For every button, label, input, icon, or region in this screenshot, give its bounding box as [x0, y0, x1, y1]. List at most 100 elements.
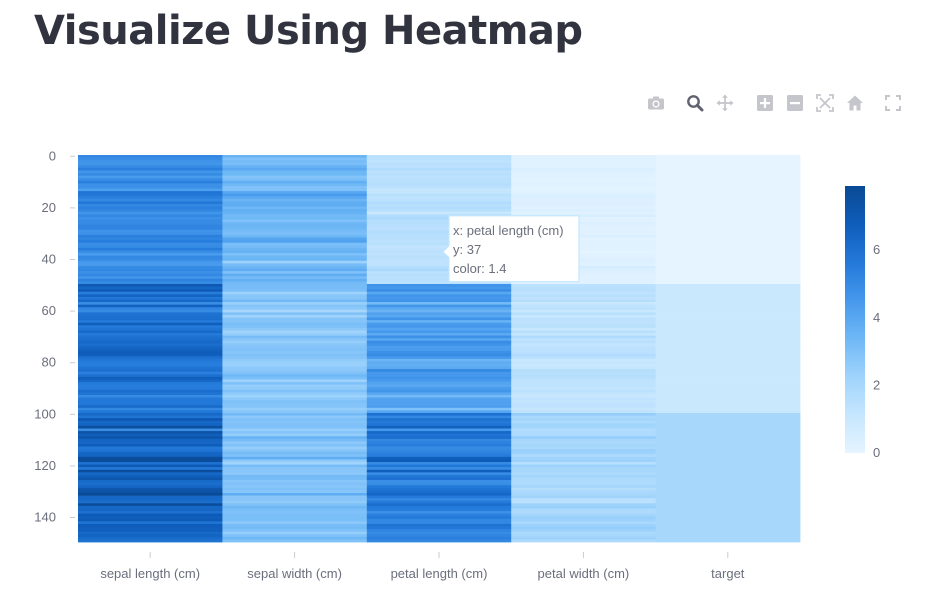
- heatmap-cell[interactable]: [511, 397, 656, 401]
- heatmap-cell[interactable]: [366, 175, 512, 179]
- heatmap-cell[interactable]: [655, 500, 801, 504]
- heatmap-cell[interactable]: [366, 314, 512, 318]
- heatmap-cell[interactable]: [511, 392, 656, 396]
- heatmap-cell[interactable]: [511, 361, 656, 365]
- heatmap-cell[interactable]: [78, 304, 223, 308]
- heatmap-cell[interactable]: [511, 534, 656, 538]
- heatmap-cell[interactable]: [366, 539, 512, 543]
- heatmap-cell[interactable]: [366, 353, 512, 357]
- heatmap-cell[interactable]: [78, 534, 223, 538]
- heatmap-cell[interactable]: [511, 286, 656, 290]
- heatmap-cell[interactable]: [655, 309, 801, 313]
- heatmap-cell[interactable]: [655, 157, 801, 161]
- heatmap-cell[interactable]: [78, 155, 223, 158]
- heatmap-cell[interactable]: [78, 454, 223, 458]
- heatmap-cell[interactable]: [78, 276, 223, 280]
- heatmap-cell[interactable]: [222, 271, 368, 275]
- heatmap-cell[interactable]: [511, 320, 656, 324]
- heatmap-cell[interactable]: [366, 196, 512, 200]
- zoom-in-button[interactable]: [753, 90, 777, 116]
- heatmap-cell[interactable]: [222, 291, 368, 295]
- heatmap-cell[interactable]: [511, 387, 656, 391]
- heatmap-cell[interactable]: [222, 314, 368, 318]
- heatmap-cell[interactable]: [366, 234, 512, 238]
- heatmap-cell[interactable]: [511, 253, 656, 257]
- heatmap-cell[interactable]: [366, 500, 512, 504]
- heatmap-cell[interactable]: [511, 219, 656, 223]
- heatmap-cell[interactable]: [78, 191, 223, 195]
- heatmap-cell[interactable]: [366, 459, 512, 463]
- heatmap-cell[interactable]: [222, 198, 368, 202]
- heatmap-cell[interactable]: [511, 529, 656, 533]
- heatmap-cell[interactable]: [366, 260, 512, 264]
- heatmap-cell[interactable]: [222, 358, 368, 362]
- heatmap-cell[interactable]: [366, 523, 512, 527]
- heatmap-cell[interactable]: [511, 234, 656, 238]
- heatmap-cell[interactable]: [511, 229, 656, 233]
- heatmap-cell[interactable]: [655, 240, 801, 244]
- heatmap-cell[interactable]: [511, 376, 656, 380]
- heatmap-cell[interactable]: [366, 320, 512, 324]
- heatmap-cell[interactable]: [222, 175, 368, 179]
- heatmap-cell[interactable]: [655, 523, 801, 527]
- heatmap-cell[interactable]: [511, 348, 656, 352]
- heatmap-cell[interactable]: [655, 371, 801, 375]
- heatmap-cell[interactable]: [511, 353, 656, 357]
- heatmap-cell[interactable]: [366, 371, 512, 375]
- heatmap-cell[interactable]: [366, 160, 512, 164]
- heatmap-cell[interactable]: [222, 219, 368, 223]
- heatmap-cell[interactable]: [366, 454, 512, 458]
- heatmap-cell[interactable]: [655, 433, 801, 437]
- heatmap-cell[interactable]: [78, 178, 223, 182]
- heatmap-cell[interactable]: [366, 333, 512, 336]
- heatmap-cell[interactable]: [655, 446, 801, 450]
- heatmap-cell[interactable]: [78, 160, 223, 164]
- heatmap-cell[interactable]: [366, 508, 512, 512]
- heatmap-cell[interactable]: [511, 188, 656, 192]
- heatmap-cell[interactable]: [78, 173, 223, 177]
- heatmap-cell[interactable]: [655, 224, 801, 228]
- heatmap-cell[interactable]: [78, 219, 223, 223]
- heatmap-cell[interactable]: [655, 513, 801, 517]
- heatmap-cell[interactable]: [222, 492, 368, 496]
- heatmap-cell[interactable]: [655, 160, 801, 164]
- heatmap-cell[interactable]: [366, 487, 512, 491]
- heatmap-cell[interactable]: [366, 232, 512, 236]
- heatmap-cell[interactable]: [78, 451, 223, 455]
- heatmap-cell[interactable]: [366, 423, 512, 427]
- heatmap-cell[interactable]: [511, 490, 656, 494]
- heatmap-cell[interactable]: [366, 534, 512, 538]
- heatmap-cell[interactable]: [511, 309, 656, 313]
- heatmap-cell[interactable]: [511, 389, 656, 393]
- heatmap-cell[interactable]: [222, 513, 368, 517]
- heatmap-cell[interactable]: [655, 340, 801, 344]
- heatmap-cell[interactable]: [78, 162, 223, 166]
- heatmap-cell[interactable]: [78, 462, 223, 465]
- heatmap-cell[interactable]: [222, 436, 368, 440]
- heatmap-cell[interactable]: [222, 206, 368, 210]
- heatmap-cell[interactable]: [78, 443, 223, 447]
- heatmap-cell[interactable]: [222, 304, 368, 308]
- heatmap-cell[interactable]: [366, 413, 512, 416]
- heatmap-cell[interactable]: [222, 335, 368, 339]
- heatmap-cell[interactable]: [222, 157, 368, 161]
- heatmap-cell[interactable]: [222, 503, 368, 507]
- heatmap-cell[interactable]: [366, 162, 512, 166]
- heatmap-cell[interactable]: [511, 492, 656, 496]
- heatmap-cell[interactable]: [222, 521, 368, 525]
- heatmap-cell[interactable]: [366, 345, 512, 349]
- heatmap-cell[interactable]: [655, 222, 801, 226]
- heatmap-cell[interactable]: [222, 539, 368, 543]
- heatmap-cell[interactable]: [366, 211, 512, 215]
- heatmap-cell[interactable]: [78, 418, 223, 422]
- heatmap-cell[interactable]: [511, 175, 656, 179]
- heatmap-cell[interactable]: [78, 407, 223, 411]
- heatmap-cell[interactable]: [222, 410, 368, 414]
- heatmap-cell[interactable]: [78, 307, 223, 311]
- heatmap-cell[interactable]: [655, 498, 801, 502]
- heatmap-cell[interactable]: [222, 284, 368, 287]
- heatmap-cell[interactable]: [511, 495, 656, 499]
- heatmap-cell[interactable]: [366, 462, 512, 465]
- heatmap-cell[interactable]: [366, 198, 512, 202]
- heatmap-cell[interactable]: [222, 183, 368, 187]
